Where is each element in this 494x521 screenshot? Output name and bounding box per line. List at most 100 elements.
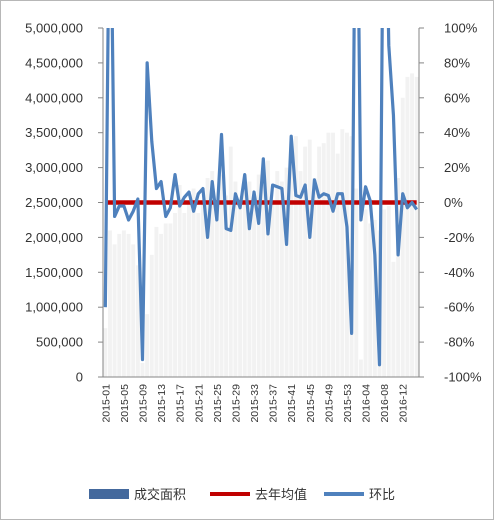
bar [131, 244, 136, 377]
legend-label: 去年均值 [255, 487, 307, 502]
bar [368, 223, 373, 377]
bar [298, 171, 303, 377]
left-y-tick-label: 500,000 [36, 335, 83, 350]
bar [252, 195, 256, 377]
bar [149, 254, 154, 377]
bar [317, 146, 322, 377]
bar [354, 188, 359, 377]
bar [205, 178, 210, 377]
x-tick-label: 2015-37 [268, 384, 280, 423]
bar [210, 171, 215, 377]
bar [405, 76, 410, 378]
x-tick-labels: 2015-01 2015-05 2015-09 2015-13 2015-17 2015-… [100, 384, 409, 423]
x-tick-label: 2015-41 [286, 384, 298, 423]
right-y-tick-label: 20% [444, 160, 470, 175]
x-tick-label: 2015-45 [305, 384, 317, 423]
bar [400, 97, 405, 378]
left-y-tick-labels: 5,000,000 4,500,000 4,000,000 3,500,000 3,00… [25, 21, 83, 385]
x-tick-label: 2015-29 [230, 384, 242, 423]
right-y-tick-label: 0% [444, 195, 463, 210]
bar [219, 174, 224, 377]
left-y-tick-label: 2,000,000 [25, 230, 83, 245]
x-tick-label: 2015-49 [323, 384, 335, 423]
mom-change-line [103, 28, 419, 367]
bar [200, 202, 205, 377]
bar [117, 233, 122, 377]
left-y-tick-label: 4,000,000 [25, 90, 83, 105]
right-y-tick-label: -20% [444, 230, 475, 245]
bar [159, 233, 164, 377]
bar [135, 265, 140, 377]
right-y-tick-label: 80% [444, 55, 470, 70]
legend-swatch-area [89, 489, 129, 499]
x-tick-label: 2016-08 [379, 384, 391, 423]
bar [238, 199, 243, 377]
x-tick-label: 2015-17 [175, 384, 187, 423]
bar [154, 226, 159, 377]
bar [214, 202, 219, 377]
bar [372, 219, 377, 377]
left-y-tick-label: 0 [76, 370, 83, 385]
legend-label: 成交面积 [134, 487, 186, 502]
bar [289, 164, 294, 377]
legend: 成交面积 去年均值 环比 [89, 487, 395, 502]
bar [303, 146, 308, 377]
left-y-tick-label: 1,500,000 [25, 265, 83, 280]
bar [121, 230, 126, 377]
bar [182, 212, 187, 377]
bar [177, 185, 182, 377]
bar [224, 195, 229, 377]
bar [270, 202, 275, 377]
x-tick-label: 2015-13 [156, 384, 168, 423]
right-y-tick-labels: 100% 80% 60% 40% 20% 0% -20% -40% -60% -80% -100% [444, 21, 482, 385]
bar [261, 185, 266, 377]
bar [228, 146, 233, 377]
left-y-tick-label: 1,000,000 [25, 300, 83, 315]
bar [326, 132, 331, 377]
lines-layer [103, 28, 419, 367]
bar [266, 160, 270, 377]
bar [321, 143, 326, 377]
bar [414, 76, 419, 378]
bar [140, 363, 145, 377]
bar [247, 181, 252, 377]
left-y-tick-label: 2,500,000 [25, 195, 83, 210]
bar [382, 209, 387, 377]
bar [112, 244, 117, 377]
bar [233, 181, 238, 377]
bar [307, 139, 312, 377]
left-y-tick-label: 5,000,000 [25, 21, 83, 36]
right-y-tick-label: 60% [444, 90, 470, 105]
x-tick-label: 2015-05 [119, 384, 131, 423]
right-y-tick-label: 100% [444, 21, 478, 36]
bar [363, 209, 368, 377]
left-y-tick-label: 4,500,000 [25, 55, 83, 70]
bar [103, 328, 108, 377]
bar [396, 178, 401, 377]
right-y-tick-label: -40% [444, 265, 475, 280]
bar [187, 202, 191, 377]
bar [284, 167, 289, 377]
bar [256, 174, 261, 377]
bar [196, 212, 201, 377]
right-y-tick-label: 40% [444, 125, 470, 140]
legend-label: 环比 [369, 487, 395, 502]
right-y-tick-label: -100% [444, 370, 482, 385]
x-tick-label: 2015-01 [100, 384, 112, 423]
bar [335, 153, 340, 377]
bar [410, 73, 414, 378]
left-y-tick-label: 3,500,000 [25, 125, 83, 140]
bar [163, 223, 168, 377]
x-tick-label: 2015-21 [193, 384, 205, 423]
right-y-tick-label: -60% [444, 300, 475, 315]
bar [293, 136, 298, 377]
bar [340, 129, 345, 377]
bar [279, 181, 284, 377]
bar [358, 359, 363, 377]
bar [173, 212, 177, 377]
right-y-tick-label: -80% [444, 335, 475, 350]
left-y-tick-label: 3,000,000 [25, 160, 83, 175]
bar [391, 261, 396, 377]
x-tick-label: 2015-33 [249, 384, 261, 423]
